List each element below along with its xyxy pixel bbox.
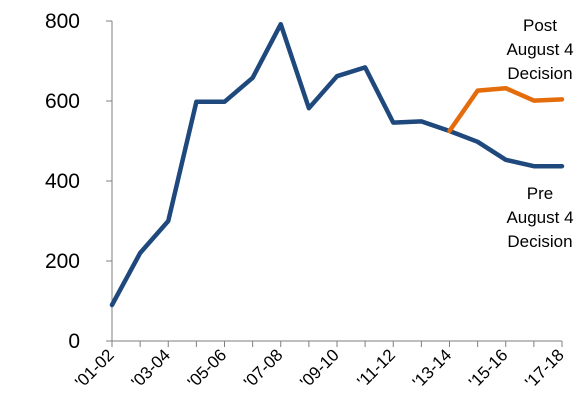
y-tick-label: 600 bbox=[45, 90, 80, 113]
x-tick-label: '13-14 bbox=[409, 345, 455, 391]
series-layer bbox=[109, 21, 565, 308]
x-axis: '01-02'03-04'05-06'07-08'09-10'11-12'13-… bbox=[71, 340, 568, 392]
annotation-post: Post August 4 Decision bbox=[506, 16, 573, 83]
x-tick-label: '09-10 bbox=[296, 345, 342, 391]
x-tick-label: '07-08 bbox=[240, 345, 286, 391]
annotation-line: Pre bbox=[527, 184, 553, 203]
annotation-line: Decision bbox=[507, 232, 572, 251]
annotation-layer: Post August 4 Decision Pre August 4 Decision bbox=[506, 16, 573, 251]
annotation-line: Post bbox=[523, 16, 557, 35]
x-tick-label: '17-18 bbox=[521, 345, 567, 391]
annotation-line: Decision bbox=[507, 64, 572, 83]
x-tick-label: '03-04 bbox=[128, 345, 174, 391]
series-line-post bbox=[447, 85, 565, 134]
series-line-pre bbox=[109, 21, 565, 308]
y-tick-label: 400 bbox=[45, 170, 80, 193]
annotation-pre: Pre August 4 Decision bbox=[506, 184, 573, 251]
y-tick-label: 200 bbox=[45, 250, 80, 273]
annotation-line: August 4 bbox=[506, 40, 573, 59]
x-tick-label: '15-16 bbox=[465, 345, 511, 391]
y-axis: 0 200 400 600 800 bbox=[45, 10, 113, 353]
x-tick-label: '11-12 bbox=[353, 345, 399, 391]
y-tick-label: 0 bbox=[68, 330, 80, 353]
x-tick-label: '05-06 bbox=[184, 345, 230, 391]
annotation-line: August 4 bbox=[506, 208, 573, 227]
y-tick-label: 800 bbox=[45, 10, 80, 33]
